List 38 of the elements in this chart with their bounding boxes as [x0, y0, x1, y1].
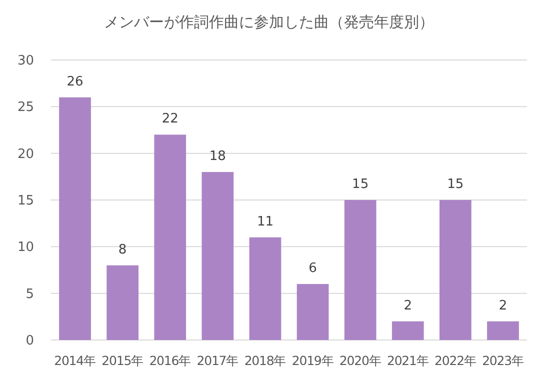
chart-title: メンバーが作詞作曲に参加した曲（発売年度別） — [104, 13, 434, 31]
data-label: 11 — [256, 214, 274, 230]
data-label: 8 — [118, 242, 127, 258]
bar — [202, 172, 234, 340]
x-tick-label: 2022年 — [434, 353, 477, 368]
x-tick-label: 2018年 — [244, 353, 287, 368]
bar — [249, 237, 282, 340]
data-label: 15 — [447, 177, 464, 192]
x-tick-label: 2017年 — [196, 353, 240, 368]
y-tick-label: 5 — [26, 286, 34, 302]
data-label: 22 — [162, 112, 178, 127]
x-tick-label: 2023年 — [482, 353, 524, 368]
y-tick-label: 0 — [26, 334, 34, 349]
data-label: 15 — [352, 177, 369, 192]
bar — [106, 265, 138, 340]
x-tick-label: 2020年 — [339, 353, 382, 368]
bar — [296, 284, 329, 340]
bar — [392, 321, 424, 340]
x-tick-label: 2016年 — [149, 353, 192, 368]
x-tick-label: 2019年 — [292, 353, 334, 368]
bar — [487, 321, 519, 340]
bar — [344, 200, 376, 340]
bar — [154, 134, 186, 340]
x-tick-label: 2015年 — [102, 353, 144, 368]
y-tick-label: 30 — [17, 54, 34, 69]
y-tick-label: 10 — [17, 240, 34, 256]
x-tick-label: 2021年 — [386, 353, 430, 368]
bar — [59, 97, 91, 340]
data-label: 6 — [308, 261, 317, 276]
x-tick-label: 2014年 — [54, 353, 97, 368]
data-label: 18 — [209, 149, 226, 164]
y-tick-label: 25 — [17, 100, 34, 116]
bar — [440, 200, 472, 340]
y-tick-label: 20 — [17, 146, 34, 162]
data-label: 2 — [404, 298, 412, 314]
data-label: 26 — [66, 74, 84, 90]
data-label: 2 — [498, 298, 508, 314]
y-tick-label: 15 — [17, 194, 34, 209]
